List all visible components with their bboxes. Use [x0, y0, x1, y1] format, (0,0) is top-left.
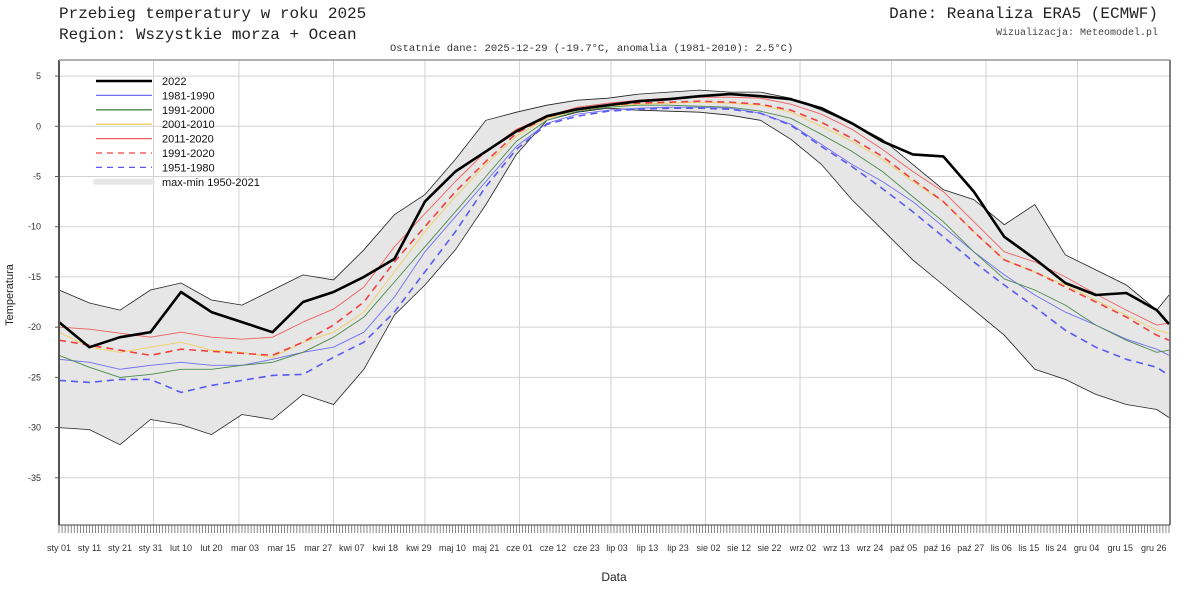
x-tick-label: sie 22 — [758, 543, 782, 553]
legend-label: 1981-1990 — [162, 90, 215, 102]
x-tick-label: cze 01 — [506, 543, 533, 553]
x-tick-label: kwi 07 — [339, 543, 365, 553]
data-source: Dane: Reanaliza ERA5 (ECMWF) — [889, 5, 1158, 23]
y-tick-label: 5 — [36, 71, 41, 81]
x-tick-label: wrz 02 — [789, 543, 817, 553]
x-tick-label: paź 16 — [924, 543, 951, 553]
y-tick-label: 0 — [36, 121, 41, 131]
x-tick-label: mar 27 — [304, 543, 332, 553]
x-tick-label: cze 12 — [540, 543, 567, 553]
x-tick-label: sty 01 — [47, 543, 71, 553]
legend-label: 1991-2020 — [162, 148, 215, 160]
series-line-1951-1980 — [58, 107, 1170, 394]
x-tick-label: gru 04 — [1074, 543, 1100, 553]
x-tick-label: gru 15 — [1107, 543, 1133, 553]
chart-title: Przebieg temperatury w roku 2025 — [59, 5, 367, 23]
y-tick-label: -35 — [28, 473, 41, 483]
series-lines — [58, 92, 1170, 394]
legend-label: 1991-2000 — [162, 105, 215, 117]
y-tick-label: -20 — [28, 322, 41, 332]
y-axis-label: Temperatura — [4, 263, 16, 326]
series-line-2011-2020 — [58, 96, 1170, 340]
x-tick-label: lut 10 — [170, 543, 192, 553]
y-tick-label: -5 — [33, 172, 41, 182]
x-tick-label: sty 21 — [108, 543, 132, 553]
y-tick-label: -15 — [28, 272, 41, 282]
x-tick-label: lis 24 — [1046, 543, 1067, 553]
x-tick-label: maj 10 — [439, 543, 466, 553]
x-tick-label: sie 12 — [727, 543, 751, 553]
legend-label: 2011-2020 — [162, 134, 214, 146]
max-min-band — [58, 89, 1170, 446]
axes: 5 0 -5 -10 -15 -20 -25 -30 -35 sty 01 sty 11 sty 21… — [28, 59, 1171, 553]
legend-label: 2022 — [162, 76, 186, 88]
region-label: Region: Wszystkie morza + Ocean — [59, 26, 357, 44]
x-tick-label: lis 15 — [1018, 543, 1039, 553]
x-tick-label: sty 31 — [138, 543, 162, 553]
series-line-1991-2000 — [58, 104, 1170, 378]
x-tick-label: kwi 29 — [406, 543, 432, 553]
legend: 2022 1981-1990 1991-2000 2001-2010 2011-2020… — [93, 76, 260, 189]
x-tick-label: mar 15 — [268, 543, 296, 553]
legend-label: 1951-1980 — [162, 162, 215, 174]
band-max-line — [58, 89, 1170, 311]
y-tick-label: -30 — [28, 423, 41, 433]
x-tick-label: lis 06 — [991, 543, 1012, 553]
x-tick-label: lip 13 — [637, 543, 659, 553]
x-tick-label: paź 27 — [957, 543, 984, 553]
x-tick-label: paź 05 — [890, 543, 917, 553]
visualization-credit: Wizualizacja: Meteomodel.pl — [995, 28, 1158, 39]
y-tick-label: -10 — [28, 222, 41, 232]
x-axis-label: Data — [601, 570, 627, 584]
legend-label: max-min 1950-2021 — [162, 177, 260, 189]
x-tick-label: lut 20 — [200, 543, 222, 553]
x-tick-label: wrz 24 — [856, 543, 884, 553]
x-tick-label: gru 26 — [1141, 543, 1167, 553]
series-line-1981-1990 — [58, 106, 1170, 370]
y-tick-label: -25 — [28, 372, 41, 382]
band-fill — [59, 90, 1169, 445]
last-data-info: Ostatnie dane: 2025-12-29 (-19.7°C, anom… — [390, 43, 794, 55]
x-tick-label: maj 21 — [472, 543, 499, 553]
x-tick-label: sie 02 — [697, 543, 721, 553]
x-tick-label: lip 23 — [667, 543, 689, 553]
x-tick-label: lip 03 — [606, 543, 628, 553]
legend-label: 2001-2010 — [162, 119, 215, 131]
x-tick-label: mar 03 — [231, 543, 259, 553]
x-tick-label: kwi 18 — [373, 543, 399, 553]
series-line-2022 — [58, 92, 1170, 349]
x-tick-label: cze 23 — [573, 543, 600, 553]
grid — [59, 60, 1170, 525]
x-tick-label: sty 11 — [78, 543, 101, 553]
x-tick-label: wrz 13 — [822, 543, 850, 553]
